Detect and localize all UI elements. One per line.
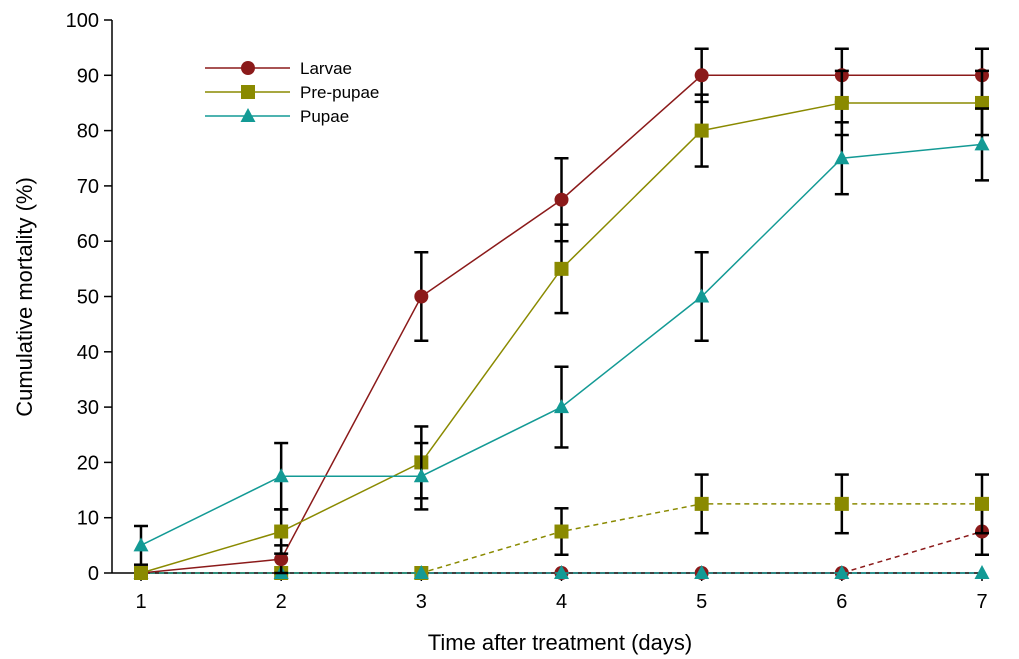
y-tick-label: 70 <box>77 176 99 198</box>
y-tick-label: 40 <box>77 342 99 364</box>
x-tick-label: 4 <box>556 591 567 613</box>
data-point <box>694 565 710 579</box>
x-tick-label: 1 <box>135 591 146 613</box>
y-tick-label: 80 <box>77 121 99 143</box>
data-point <box>554 524 569 539</box>
data-point <box>974 565 990 579</box>
data-point <box>834 565 850 579</box>
data-point <box>694 68 709 83</box>
legend-label: Larvae <box>300 59 352 78</box>
x-tick-label: 5 <box>696 591 707 613</box>
series-square-control <box>134 473 989 580</box>
data-point <box>554 399 569 414</box>
x-tick-label: 3 <box>416 591 427 613</box>
data-point <box>134 566 148 580</box>
data-point <box>834 150 850 165</box>
series-pupae <box>133 107 990 566</box>
y-axis-title: Cumulative mortality (%) <box>12 177 37 417</box>
legend-marker <box>240 108 256 122</box>
y-tick-label: 50 <box>77 287 99 309</box>
legend-label: Pupae <box>300 107 349 126</box>
series-line <box>140 74 982 574</box>
data-point <box>133 537 149 552</box>
y-tick-label: 90 <box>77 65 99 87</box>
data-point <box>694 496 709 511</box>
series-layer <box>133 47 990 580</box>
y-tick-label: 0 <box>88 563 99 585</box>
x-tick-label: 7 <box>976 591 987 613</box>
data-point <box>274 524 289 539</box>
x-tick-label: 2 <box>276 591 287 613</box>
data-point <box>975 95 989 110</box>
data-point <box>694 288 710 303</box>
data-point <box>414 289 429 304</box>
y-tick-label: 20 <box>77 452 99 474</box>
data-point <box>694 123 709 138</box>
data-point <box>554 261 569 276</box>
legend-item-pupae: Pupae <box>205 107 349 126</box>
data-point <box>413 565 429 579</box>
axes: 0 10 20 30 40 50 60 70 80 90 100 1 2 3 4 5 6 7 <box>66 10 988 613</box>
x-axis-title: Time after treatment (days) <box>428 630 692 655</box>
y-tick-label: 10 <box>77 508 99 530</box>
data-point <box>413 468 429 483</box>
data-point <box>834 496 849 511</box>
legend-item-larvae: Larvae <box>205 59 352 78</box>
series-larvae <box>134 47 989 580</box>
y-tick-label: 100 <box>66 10 99 32</box>
x-tick-label: 6 <box>836 591 847 613</box>
data-point <box>274 552 289 567</box>
legend-item-pre-pupae: Pre-pupae <box>205 83 379 102</box>
data-point <box>975 496 989 511</box>
data-point <box>834 95 849 110</box>
y-tick-label: 60 <box>77 231 99 253</box>
data-point <box>554 192 569 207</box>
series-pre-pupae <box>134 69 989 580</box>
data-point <box>554 565 569 579</box>
legend-marker <box>241 85 255 99</box>
y-tick-label: 30 <box>77 397 99 419</box>
legend-marker <box>241 61 255 75</box>
data-point <box>273 468 289 483</box>
legend-label: Pre-pupae <box>300 83 379 102</box>
legend: Larvae Pre-pupae Pupae <box>205 59 379 126</box>
data-point <box>974 136 990 151</box>
